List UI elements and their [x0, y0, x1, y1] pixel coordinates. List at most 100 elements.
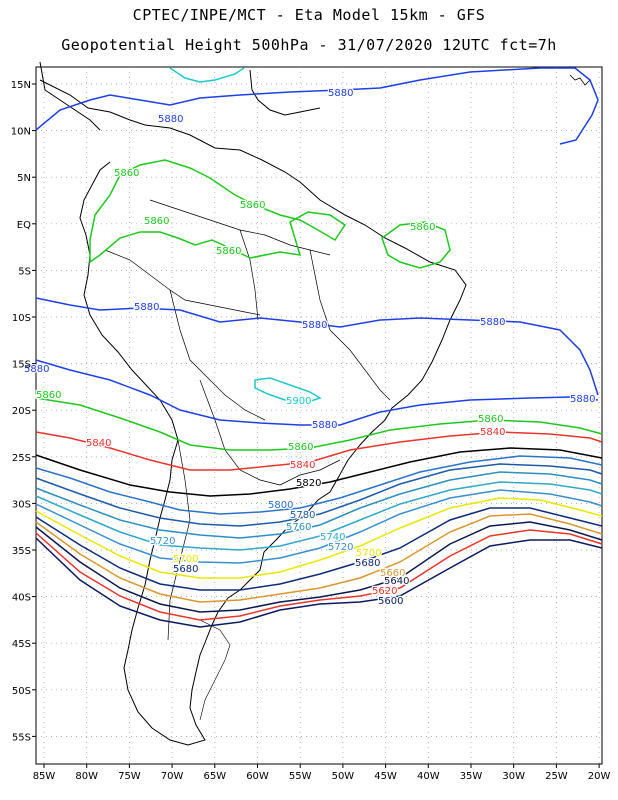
- lon-tick-label: 70W: [161, 771, 184, 782]
- contour-5860-south: [35, 397, 603, 451]
- contour-label-5680: 5680: [173, 564, 198, 575]
- contour-5660: [35, 513, 603, 603]
- contour-label-5860: 5860: [114, 168, 139, 179]
- contour-label-5780: 5780: [290, 510, 315, 521]
- contour-5880-mid: [35, 297, 599, 396]
- contour-5720: [35, 489, 603, 564]
- lat-tick-label: 10S: [12, 313, 31, 324]
- contour-lines: [35, 67, 603, 628]
- contour-label-5700: 5700: [356, 548, 381, 559]
- central-america-coast: [39, 61, 101, 131]
- contour-label-5760: 5760: [286, 522, 311, 533]
- contour-label-5860: 5860: [144, 216, 169, 227]
- contour-label-5680: 5680: [355, 558, 380, 569]
- lon-tick-label: 75W: [118, 771, 141, 782]
- contour-5840: [35, 431, 603, 471]
- contour-5640: [35, 521, 603, 613]
- contour-label-5840: 5840: [86, 438, 111, 449]
- border-brazil-states: [309, 249, 366, 371]
- contour-5620: [35, 529, 603, 621]
- contour-label-5880: 5880: [570, 394, 595, 405]
- lon-tick-label: 20W: [588, 771, 611, 782]
- lat-tick-label: 15S: [12, 360, 31, 371]
- lat-tick-label: 20S: [12, 406, 31, 417]
- contour-5680: [35, 507, 603, 591]
- map-title-line-2: Geopotential Height 500hPa - 31/07/2020 …: [61, 36, 557, 54]
- lon-tick-label: 50W: [332, 771, 355, 782]
- lat-tick-label: EQ: [17, 220, 31, 231]
- lat-tick-label: 30S: [12, 499, 31, 510]
- contour-label-5860: 5860: [240, 200, 265, 211]
- contour-5740: [35, 481, 603, 551]
- contour-label-5660: 5660: [380, 568, 405, 579]
- border-paraguay: [199, 379, 281, 486]
- contour-label-5720: 5720: [150, 536, 175, 547]
- lat-tick-label: 5N: [17, 173, 31, 184]
- contour-5820: [35, 447, 603, 497]
- lon-tick-label: 55W: [289, 771, 312, 782]
- contour-label-5900: 5900: [286, 396, 311, 407]
- contour-label-5840: 5840: [480, 427, 505, 438]
- map-title-line-1: CPTEC/INPE/MCT - Eta Model 15km - GFS: [132, 6, 486, 24]
- caribbean-coast: [249, 69, 321, 116]
- contour-label-5800: 5800: [268, 500, 293, 511]
- contour-label-5880: 5880: [328, 88, 353, 99]
- plot-frame: [35, 66, 603, 765]
- contour-label-5880: 5880: [312, 420, 337, 431]
- contour-label-5620: 5620: [372, 586, 397, 597]
- contour-label-5880: 5880: [302, 320, 327, 331]
- lat-tick-label: 25S: [12, 453, 31, 464]
- patagonia-islands: [199, 619, 231, 721]
- contour-label-5880: 5880: [24, 364, 49, 375]
- grid-lines: [36, 67, 602, 764]
- lon-tick-label: 45W: [374, 771, 397, 782]
- contour-5700: [35, 497, 603, 579]
- contour-5860-amazon: [89, 159, 347, 264]
- contour-5760: [35, 471, 603, 539]
- contour-label-5600: 5600: [378, 596, 403, 607]
- country-borders: [104, 199, 391, 641]
- lat-tick-label: 50S: [12, 686, 31, 697]
- lat-tick-label: 10N: [11, 127, 31, 138]
- contour-labels: 5880 5880 5880 5880 5880 5880 5880 5880 5860 5860…: [23, 87, 597, 609]
- contour-5860-northeast: [381, 221, 451, 269]
- contour-label-5880: 5880: [158, 114, 183, 125]
- border-uruguay: [279, 459, 341, 486]
- lon-tick-label: 80W: [75, 771, 98, 782]
- contour-5900: [254, 377, 322, 404]
- contour-label-5720: 5720: [328, 542, 353, 553]
- contour-label-5860: 5860: [478, 414, 503, 425]
- contour-label-5740: 5740: [320, 532, 345, 543]
- lat-tick-label: 35S: [12, 546, 31, 557]
- lon-tick-label: 40W: [417, 771, 440, 782]
- atlantic-islands: [569, 74, 591, 86]
- contour-5780: [35, 463, 603, 527]
- lat-tick-label: 45S: [12, 639, 31, 650]
- contour-5800: [35, 455, 603, 515]
- contour-label-5700: 5700: [173, 554, 198, 565]
- contour-5880-south: [35, 359, 599, 426]
- contour-5900-north: [169, 67, 245, 83]
- contour-label-5860: 5860: [410, 222, 435, 233]
- border-peru-brazil: [104, 249, 261, 316]
- contour-5880-north: [35, 67, 599, 145]
- lat-tick-label: 5S: [18, 266, 31, 277]
- border-colombia-brazil: [239, 229, 259, 321]
- contour-label-5860: 5860: [216, 246, 241, 257]
- border-bolivia: [169, 289, 266, 421]
- contour-label-5860: 5860: [36, 390, 61, 401]
- contour-label-5820: 5820: [296, 478, 321, 489]
- lon-tick-label: 25W: [545, 771, 568, 782]
- lat-tick-label: 55S: [12, 732, 31, 743]
- lon-tick-label: 60W: [246, 771, 269, 782]
- lon-tick-label: 65W: [203, 771, 226, 782]
- lon-tick-label: 85W: [33, 771, 56, 782]
- border-brazil-states-2: [364, 369, 391, 401]
- border-north: [149, 199, 331, 256]
- contour-label-5860: 5860: [288, 442, 313, 453]
- axis-ticks: 85W 80W 75W 70W 65W 60W 55W 50W 45W 40W 35W 30W 25W 2…: [11, 80, 611, 782]
- lat-tick-label: 15N: [11, 80, 31, 91]
- contour-label-5880: 5880: [480, 317, 505, 328]
- contour-5600: [35, 537, 603, 628]
